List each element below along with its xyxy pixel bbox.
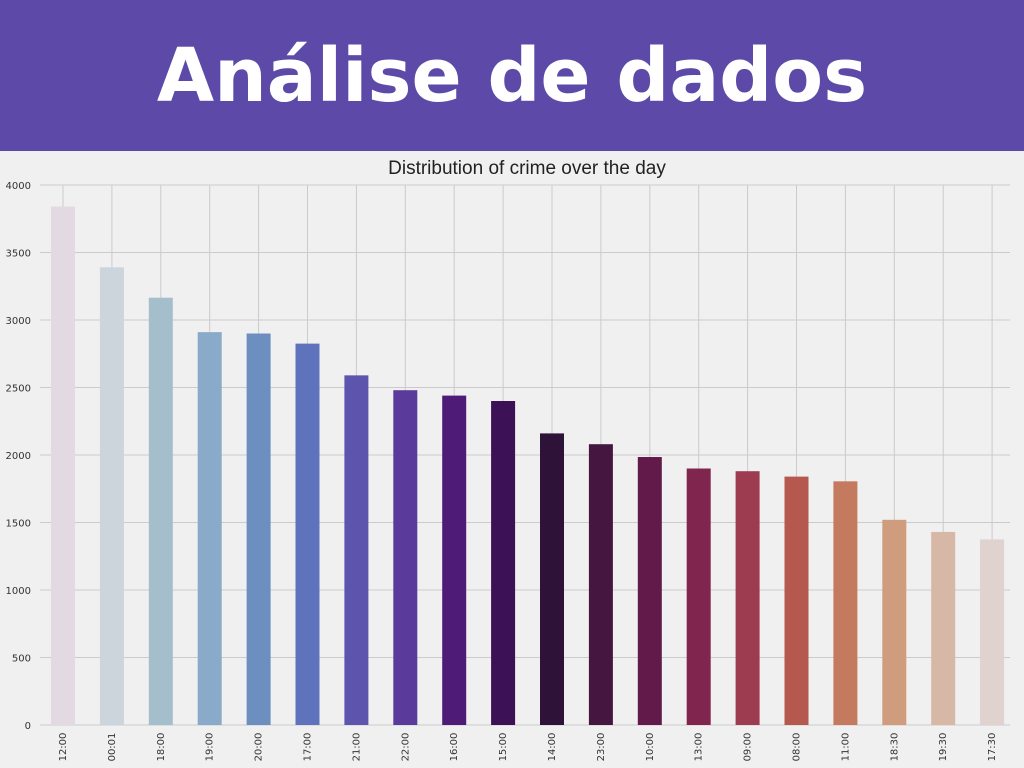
y-tick-label: 0 [25,721,31,732]
x-tick-label: 18:30 [889,733,900,762]
x-tick-label: 19:00 [205,733,216,762]
x-tick-label: 14:00 [547,733,558,762]
y-tick-label: 3500 [6,249,31,260]
bar-22:00 [393,390,418,725]
x-tick-label: 21:00 [351,733,362,762]
y-tick-label: 500 [12,654,31,665]
y-tick-label: 2500 [6,384,31,395]
bar-20:00 [246,333,271,725]
x-tick-label: 00:01 [107,733,118,762]
x-tick-label: 23:00 [596,733,607,762]
bar-09:00 [735,471,760,725]
grid-lines [40,184,1010,726]
bar-10:00 [637,457,662,725]
x-tick-label: 12:00 [58,733,69,762]
bar-15:00 [491,401,516,725]
x-tick-label: 17:30 [987,733,998,762]
bar-11:00 [833,481,858,725]
bar-14:00 [540,433,564,725]
x-tick-label: 20:00 [254,733,265,762]
y-tick-label: 2000 [6,451,31,462]
x-tick-label: 18:00 [156,733,167,762]
y-tick-label: 1500 [6,519,31,530]
x-tick-label: 13:00 [694,733,705,762]
x-tick-label: 19:30 [938,733,949,762]
bar-23:00 [588,444,613,725]
y-tick-label: 1000 [6,586,31,597]
y-tick-label: 3000 [6,316,31,327]
bar-16:00 [442,395,467,725]
bar-19:00 [197,332,222,725]
chart-title: Distribution of crime over the day [388,158,666,179]
x-tick-label: 10:00 [645,733,656,762]
x-tick-label: 11:00 [840,733,851,762]
page-title: Análise de dados [156,32,868,119]
bar-12:00 [51,206,75,726]
chart-area: Distribution of crime over the day 0 500 1… [0,151,1024,768]
bar-19:30 [931,531,956,725]
bar-08:00 [784,476,809,725]
bar-chart: Distribution of crime over the day 0 500 1… [6,158,1010,762]
y-tick-label: 4000 [6,181,31,192]
bar-18:00 [148,297,173,725]
bar-17:30 [980,539,1005,725]
bar-18:30 [882,519,907,725]
bar-21:00 [344,375,369,725]
x-tick-label: 08:00 [792,733,803,762]
x-axis-ticks: 12:00 00:01 18:00 19:00 20:00 17:00 21:00 22:00… [58,733,998,762]
x-tick-label: 15:00 [498,733,509,762]
x-tick-label: 16:00 [449,733,460,762]
bar-17:00 [295,343,320,725]
y-axis-ticks: 0 500 1000 1500 2000 2500 3000 3500 4000 [6,181,31,732]
x-tick-label: 09:00 [743,733,754,762]
title-banner: Análise de dados [0,0,1024,151]
x-tick-label: 17:00 [303,733,314,762]
bars [51,206,1005,726]
bar-13:00 [686,468,711,725]
x-tick-label: 22:00 [400,733,411,762]
bar-00:01 [99,267,124,725]
